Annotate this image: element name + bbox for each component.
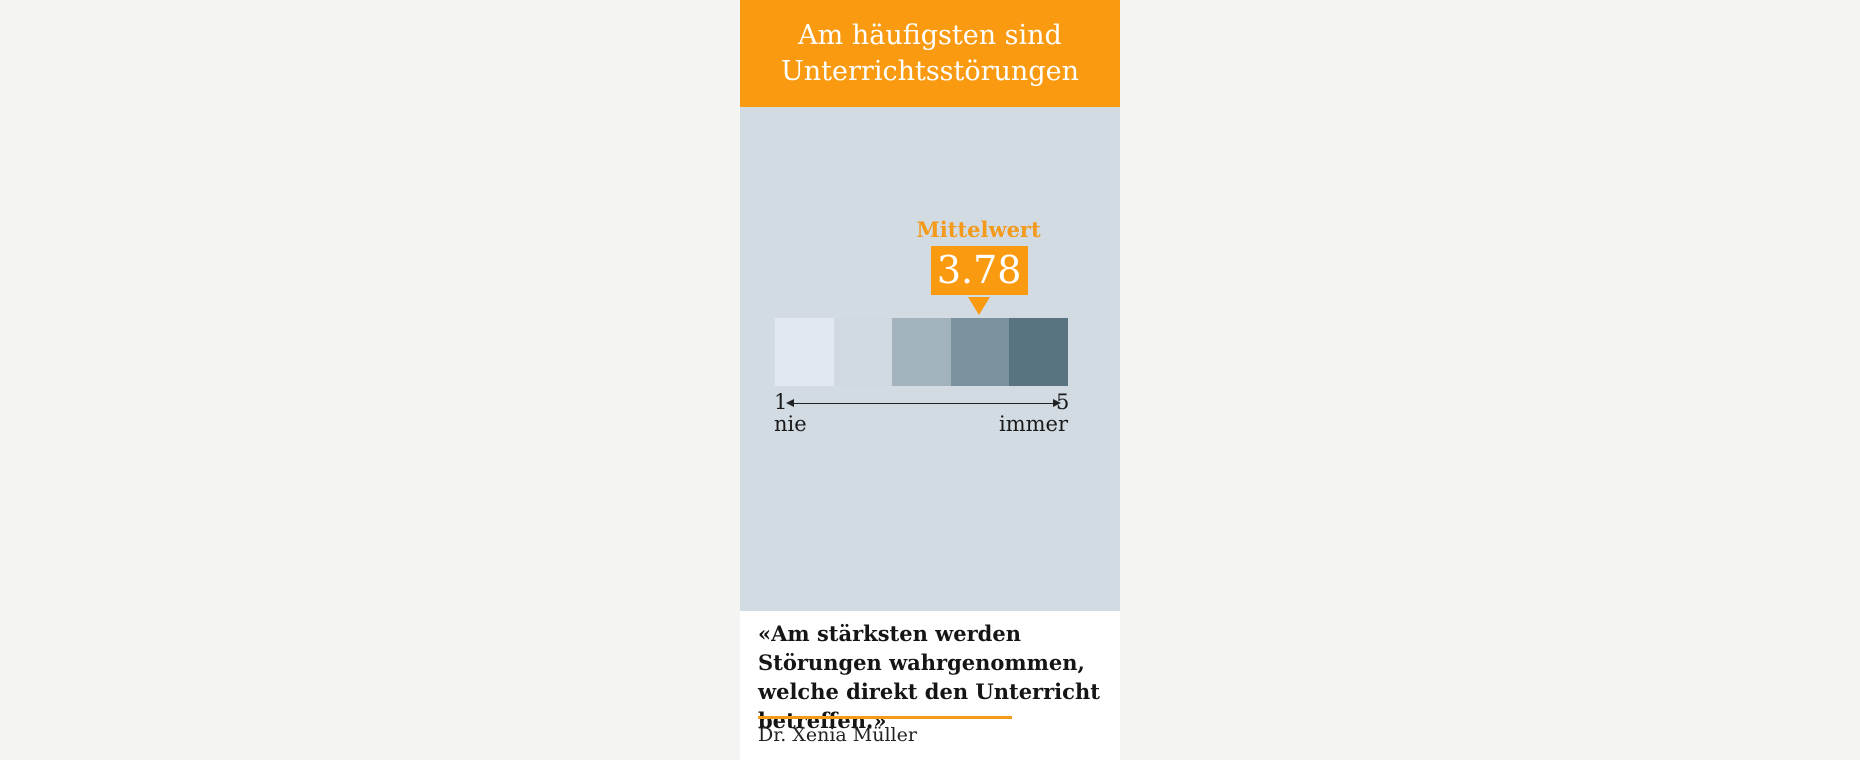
quote-section: «Am stärksten werden Störungen wahrgenom… [740, 611, 1120, 760]
quote-text: «Am stärksten werden Störungen wahrgenom… [758, 621, 1100, 733]
arrow-right-icon [1053, 399, 1061, 407]
survey-card: Am häufigsten sind Unterrichtsstörungen … [740, 0, 1120, 760]
scale-axis-line [790, 403, 1056, 404]
mean-value-badge: 3.78 [930, 246, 1028, 295]
scale-max-label: immer [998, 412, 1068, 436]
scale-segment-5 [1009, 318, 1068, 386]
quote-divider [758, 716, 1012, 719]
scale-bar [775, 318, 1068, 386]
scale-min-label: nie [774, 412, 807, 436]
scale-segment-3 [892, 318, 951, 386]
card-title: Am häufigsten sind Unterrichtsstörungen [781, 19, 1079, 87]
frequency-scale: Mittelwert 3.78 1 5 nie immer [740, 107, 1120, 611]
scale-segment-4 [950, 318, 1010, 386]
scale-max-value: 5 [1056, 390, 1070, 414]
card-header: Am häufigsten sind Unterrichtsstörungen [740, 0, 1120, 107]
quote-author: Dr. Xenia Müller [758, 724, 917, 746]
mean-pointer-icon [967, 297, 990, 315]
scale-segment-2 [833, 318, 893, 386]
mean-label: Mittelwert [916, 217, 1041, 242]
scale-segment-1 [775, 318, 834, 386]
scale-min-value: 1 [774, 390, 788, 414]
